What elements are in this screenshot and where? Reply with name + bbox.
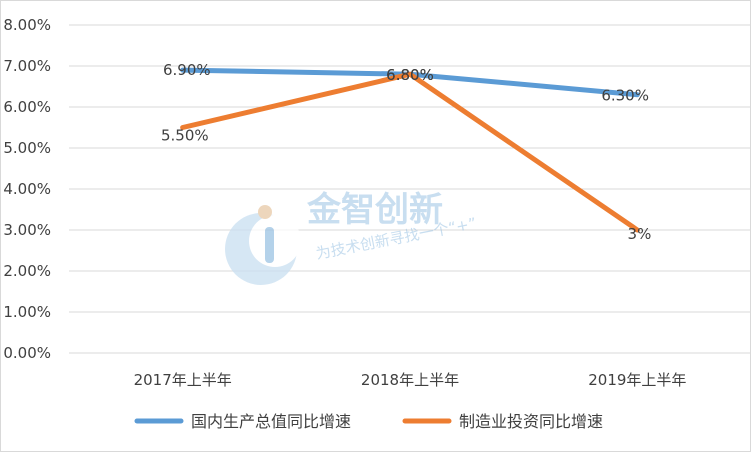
data-label: 6.80% [386,66,434,84]
y-tick-label: 3.00% [3,221,51,239]
y-tick-label: 6.00% [3,98,51,116]
series-lines [180,67,640,233]
y-tick-label: 5.00% [3,139,51,157]
y-tick-label: 4.00% [3,180,51,198]
y-tick-label: 7.00% [3,57,51,75]
data-label: 6.90% [163,61,211,79]
y-tick-label: 8.00% [3,16,51,34]
data-label: 6.30% [601,87,649,105]
x-axis-tick-labels: 2017年上半年 2018年上半年 2019年上半年 [134,371,687,389]
x-tick-label: 2017年上半年 [134,371,232,389]
y-tick-label: 0.00% [3,344,51,362]
y-axis-tick-labels: 0.00% 1.00% 2.00% 3.00% 4.00% 5.00% 6.00% 7.00%… [3,16,51,362]
series-line-2 [180,71,640,233]
data-label: 6.80% [386,66,434,84]
gridlines [69,24,751,354]
data-label: 5.50% [161,127,209,145]
i-logo-icon [225,205,301,285]
x-tick-label: 2019年上半年 [588,371,686,389]
legend: 国内生产总值同比增速 制造业投资同比增速 [134,412,603,431]
legend-label-2: 制造业投资同比增速 [459,412,603,431]
y-tick-label: 1.00% [3,303,51,321]
data-label: 3% [628,225,652,243]
watermark-title: 金智创新 [306,190,443,230]
x-tick-label: 2018年上半年 [361,371,459,389]
y-tick-label: 2.00% [3,262,51,280]
legend-label-1: 国内生产总值同比增速 [191,412,351,431]
data-labels: 6.90% 6.80%6.30%5.50%6.80%3% [161,61,651,243]
